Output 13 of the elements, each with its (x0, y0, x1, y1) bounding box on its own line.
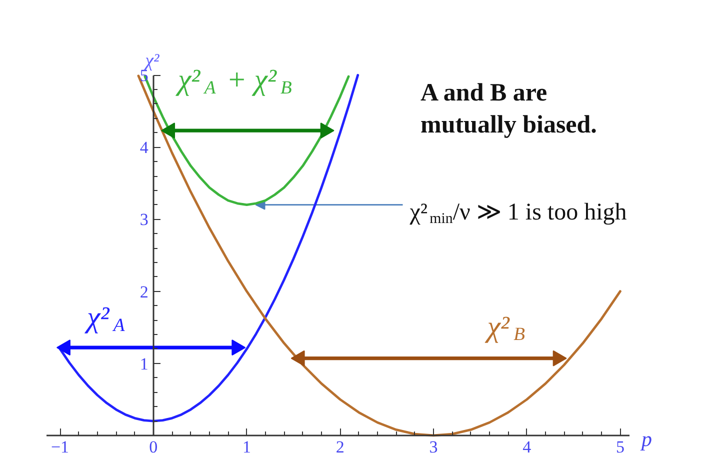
x-axis-title: p (640, 427, 652, 452)
x-tick-label: 4 (522, 437, 532, 456)
annotation: A and B are mutually biased. (420, 80, 597, 138)
x-tick-label: 5 (616, 437, 624, 456)
y-tick-label: 4 (140, 138, 149, 158)
x-tick-label: 3 (429, 437, 438, 456)
y-tick-label: 2 (140, 282, 148, 302)
x-tick-label: −1 (50, 437, 70, 456)
y-tick-label: 3 (140, 210, 148, 230)
x-tick-label: 2 (336, 437, 344, 456)
y-tick-label: 1 (140, 354, 148, 374)
x-tick-label: 0 (149, 437, 158, 456)
x-tick-label: 1 (242, 437, 252, 456)
